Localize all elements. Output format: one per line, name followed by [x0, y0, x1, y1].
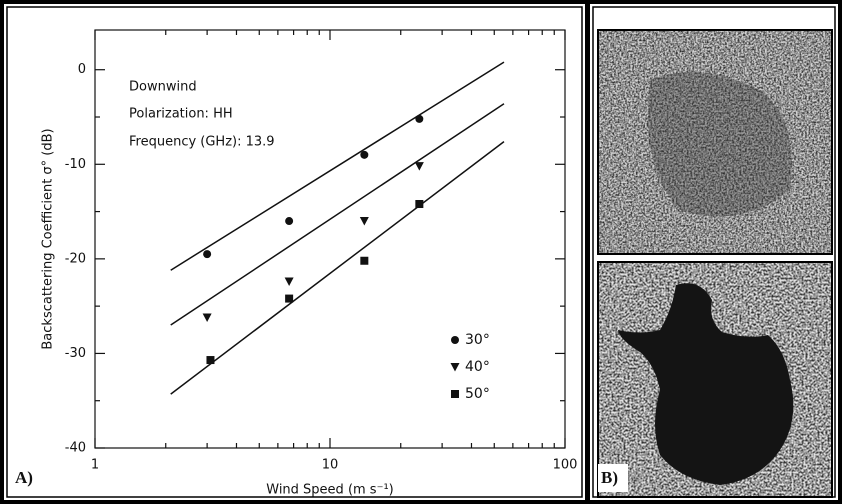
- annotation: Frequency (GHz): 13.9: [129, 135, 275, 150]
- legend-marker: [450, 363, 460, 372]
- panel-label: B): [601, 468, 618, 487]
- y-axis-label: Backscattering Coefficient σ° (dB): [41, 128, 56, 349]
- point: [415, 114, 424, 123]
- annotation: Downwind: [129, 80, 197, 95]
- point: [415, 200, 424, 209]
- point: [285, 217, 294, 226]
- fit-line: [170, 61, 505, 271]
- x-tick-label: 1: [91, 458, 99, 473]
- legend-label: 40°: [465, 359, 490, 375]
- point: [414, 162, 424, 171]
- legend-marker: [451, 336, 459, 344]
- y-tick-label: 0: [78, 62, 86, 77]
- legend-label: 30°: [465, 332, 490, 348]
- fit-line: [170, 103, 505, 326]
- point: [203, 250, 212, 259]
- annotation: Polarization: HH: [129, 107, 233, 122]
- panel-a: [4, 4, 585, 500]
- label-box: [12, 464, 42, 492]
- point: [206, 356, 215, 365]
- panel-label: A): [15, 468, 33, 487]
- point: [360, 150, 369, 159]
- y-tick-label: -40: [65, 441, 86, 456]
- y-tick-label: -20: [65, 251, 86, 266]
- x-tick-label: 100: [553, 458, 578, 473]
- point: [202, 313, 212, 322]
- panel-a-frame: [6, 6, 583, 498]
- x-tick-label: 10: [322, 458, 339, 473]
- legend-marker: [451, 390, 459, 398]
- image-frame: [597, 261, 833, 498]
- sar-image-bottom: [599, 263, 831, 496]
- label-box: [598, 464, 628, 492]
- sar-image-top: [599, 31, 831, 253]
- y-tick-label: -10: [65, 157, 86, 172]
- legend-label: 50°: [465, 386, 490, 402]
- fit-line: [170, 140, 505, 395]
- point: [284, 277, 294, 287]
- x-axis-label: Wind Speed (m s⁻¹): [266, 483, 393, 498]
- point: [360, 256, 369, 265]
- y-tick-label: -30: [65, 346, 86, 361]
- image-frame: [597, 29, 833, 255]
- point: [359, 217, 369, 226]
- point: [285, 294, 294, 303]
